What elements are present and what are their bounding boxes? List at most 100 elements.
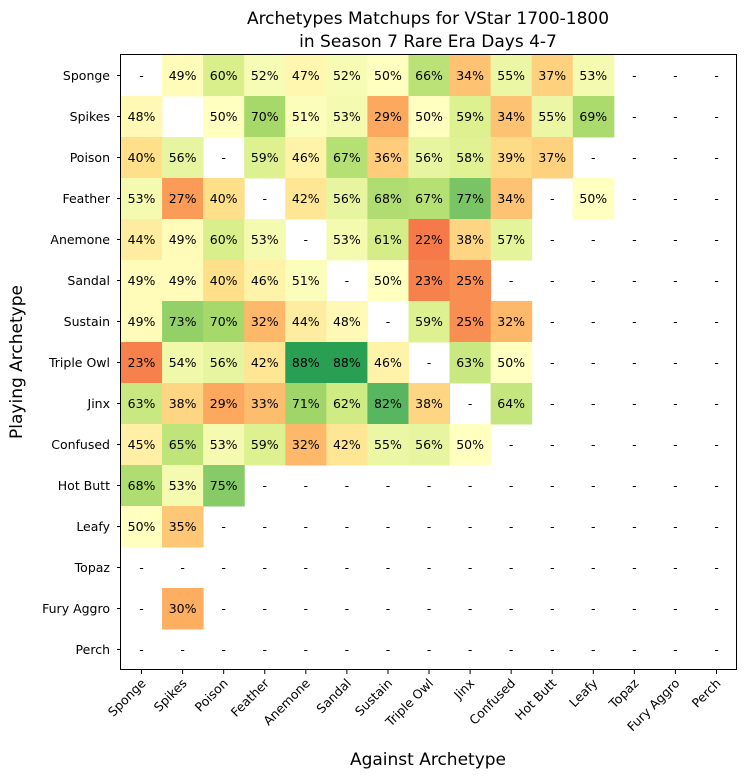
cell-missing-label: -	[714, 478, 719, 493]
x-axis-label: Against Archetype	[350, 750, 506, 770]
cell-value-label: 68%	[374, 191, 402, 206]
cell-missing-label: -	[345, 642, 350, 657]
cell-missing-label: -	[673, 355, 678, 370]
cell-missing-label: -	[509, 560, 514, 575]
cell-value-label: 50%	[128, 519, 156, 534]
cell-missing-label: -	[714, 642, 719, 657]
cell-value-label: 42%	[251, 355, 279, 370]
heatmap-cell	[408, 260, 451, 302]
x-tick-label: Sandal	[313, 676, 354, 717]
cell-value-label: 53%	[251, 232, 279, 247]
cell-missing-label: -	[714, 355, 719, 370]
heatmap-cell	[367, 178, 409, 220]
cell-missing-label: -	[509, 478, 514, 493]
cell-missing-label: -	[550, 273, 555, 288]
heatmap-cell	[367, 424, 409, 466]
cell-missing-label: -	[139, 642, 144, 657]
heatmap-cell	[244, 260, 286, 302]
cell-value-label: 56%	[415, 150, 443, 165]
heatmap-cell	[244, 301, 286, 343]
cell-missing-label: -	[632, 601, 637, 616]
heatmap-cell	[121, 137, 163, 179]
cell-value-label: 55%	[374, 437, 402, 452]
cell-value-label: 64%	[497, 396, 525, 411]
cell-value-label: 59%	[251, 437, 279, 452]
heatmap-cell	[367, 96, 409, 138]
cell-value-label: 34%	[497, 191, 525, 206]
cell-value-label: 50%	[210, 109, 238, 124]
cell-missing-label: -	[468, 642, 473, 657]
cell-missing-label: -	[386, 601, 391, 616]
heatmap-cell	[203, 383, 245, 425]
cell-missing-label: -	[632, 355, 637, 370]
heatmap-cell	[408, 383, 451, 425]
cell-missing-label: -	[673, 68, 678, 83]
heatmap-cell	[367, 55, 409, 97]
heatmap-cell	[408, 55, 451, 97]
x-tick-label: Hot Butt	[512, 675, 560, 723]
cell-missing-label: -	[632, 396, 637, 411]
heatmap-cell	[121, 96, 163, 138]
cell-value-label: 70%	[251, 109, 279, 124]
heatmap-cell	[121, 424, 163, 466]
heatmap-cell	[490, 96, 533, 138]
cell-value-label: 50%	[415, 109, 443, 124]
cell-missing-label: -	[632, 68, 637, 83]
heatmap-cell	[367, 260, 409, 302]
cell-missing-label: -	[468, 601, 473, 616]
heatmap-cell	[326, 424, 368, 466]
heatmap-cell	[449, 55, 492, 97]
cell-value-label: 50%	[456, 437, 484, 452]
cell-value-label: 38%	[456, 232, 484, 247]
cell-missing-label: -	[304, 478, 309, 493]
heatmap-cell	[408, 137, 451, 179]
cell-value-label: 67%	[415, 191, 443, 206]
heatmap-cell	[367, 342, 409, 384]
cell-missing-label: -	[632, 150, 637, 165]
cell-missing-label: -	[591, 560, 596, 575]
cell-missing-label: -	[550, 314, 555, 329]
cell-value-label: 59%	[456, 109, 484, 124]
heatmap-cell	[449, 260, 492, 302]
heatmap-cell	[449, 219, 492, 261]
cell-missing-label: -	[591, 314, 596, 329]
heatmap-cell	[326, 219, 368, 261]
heatmap-cell	[285, 260, 327, 302]
heatmap-cell	[162, 219, 204, 261]
cell-missing-label: -	[550, 232, 555, 247]
cell-value-label: 52%	[251, 68, 279, 83]
cell-value-label: 66%	[415, 68, 443, 83]
heatmap-cell	[203, 342, 245, 384]
cell-value-label: 42%	[292, 191, 320, 206]
heatmap-cell	[531, 96, 574, 138]
cell-value-label: 35%	[169, 519, 197, 534]
heatmap-cell	[285, 301, 327, 343]
cell-missing-label: -	[386, 560, 391, 575]
heatmap-cell	[367, 137, 409, 179]
heatmap-cell	[490, 219, 533, 261]
cell-missing-label: -	[591, 150, 596, 165]
cell-value-label: 54%	[169, 355, 197, 370]
heatmap-cell	[121, 383, 163, 425]
cell-value-label: 52%	[333, 68, 361, 83]
cell-value-label: 32%	[251, 314, 279, 329]
cell-value-label: 51%	[292, 273, 320, 288]
cell-missing-label: -	[386, 314, 391, 329]
cell-missing-label: -	[468, 478, 473, 493]
cell-missing-label: -	[304, 560, 309, 575]
heatmap-cell	[244, 383, 286, 425]
cell-missing-label: -	[550, 642, 555, 657]
cell-missing-label: -	[345, 519, 350, 534]
cell-value-label: 49%	[169, 68, 197, 83]
cell-missing-label: -	[632, 437, 637, 452]
cell-missing-label: -	[673, 109, 678, 124]
cell-missing-label: -	[673, 273, 678, 288]
y-tick-label: Poison	[70, 150, 110, 165]
cell-value-label: 45%	[128, 437, 156, 452]
cell-missing-label: -	[591, 642, 596, 657]
cell-missing-label: -	[673, 437, 678, 452]
cell-value-label: 25%	[456, 314, 484, 329]
y-tick-label: Sustain	[64, 314, 110, 329]
cell-missing-label: -	[262, 560, 267, 575]
